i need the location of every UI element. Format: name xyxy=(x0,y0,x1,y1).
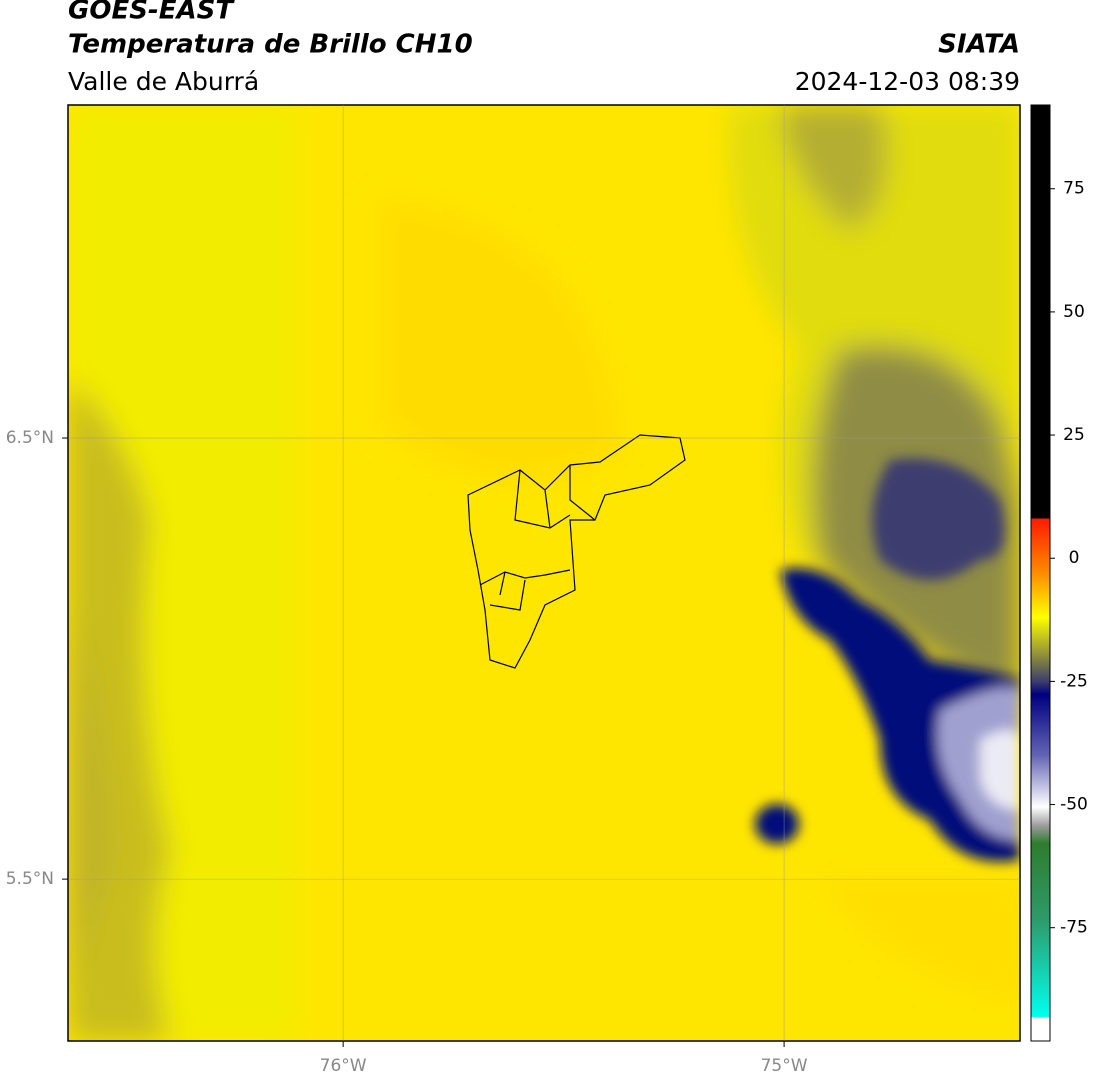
municipal-boundaries xyxy=(467,434,686,669)
colorbar-tick-label: 0 xyxy=(1069,548,1080,568)
y-tick-label: 5.5°N xyxy=(6,869,54,889)
title: GOES-EAST xyxy=(68,0,235,26)
x-tick-label: 75°W xyxy=(761,1056,808,1076)
colorbar-tick-label: 25 xyxy=(1063,425,1085,445)
colorbar-tick-label: -50 xyxy=(1060,795,1088,815)
colorbar-tick-label: -75 xyxy=(1060,918,1088,938)
colorbar-tick-label: 75 xyxy=(1063,179,1085,199)
source: SIATA xyxy=(938,30,1020,60)
y-tick-label: 6.5°N xyxy=(6,428,54,448)
satellite-image xyxy=(68,105,1020,1041)
x-tick-label: 76°W xyxy=(320,1056,367,1076)
colorbar-tick-label: 50 xyxy=(1063,302,1085,322)
colorbar xyxy=(1030,104,1051,1042)
datetime: 2024-12-03 08:39 xyxy=(795,67,1020,96)
subtitle: Temperatura de Brillo CH10 xyxy=(68,30,473,60)
map-frame xyxy=(67,104,1021,1042)
colorbar-tick-label: -25 xyxy=(1060,671,1088,691)
region: Valle de Aburrá xyxy=(68,67,259,96)
